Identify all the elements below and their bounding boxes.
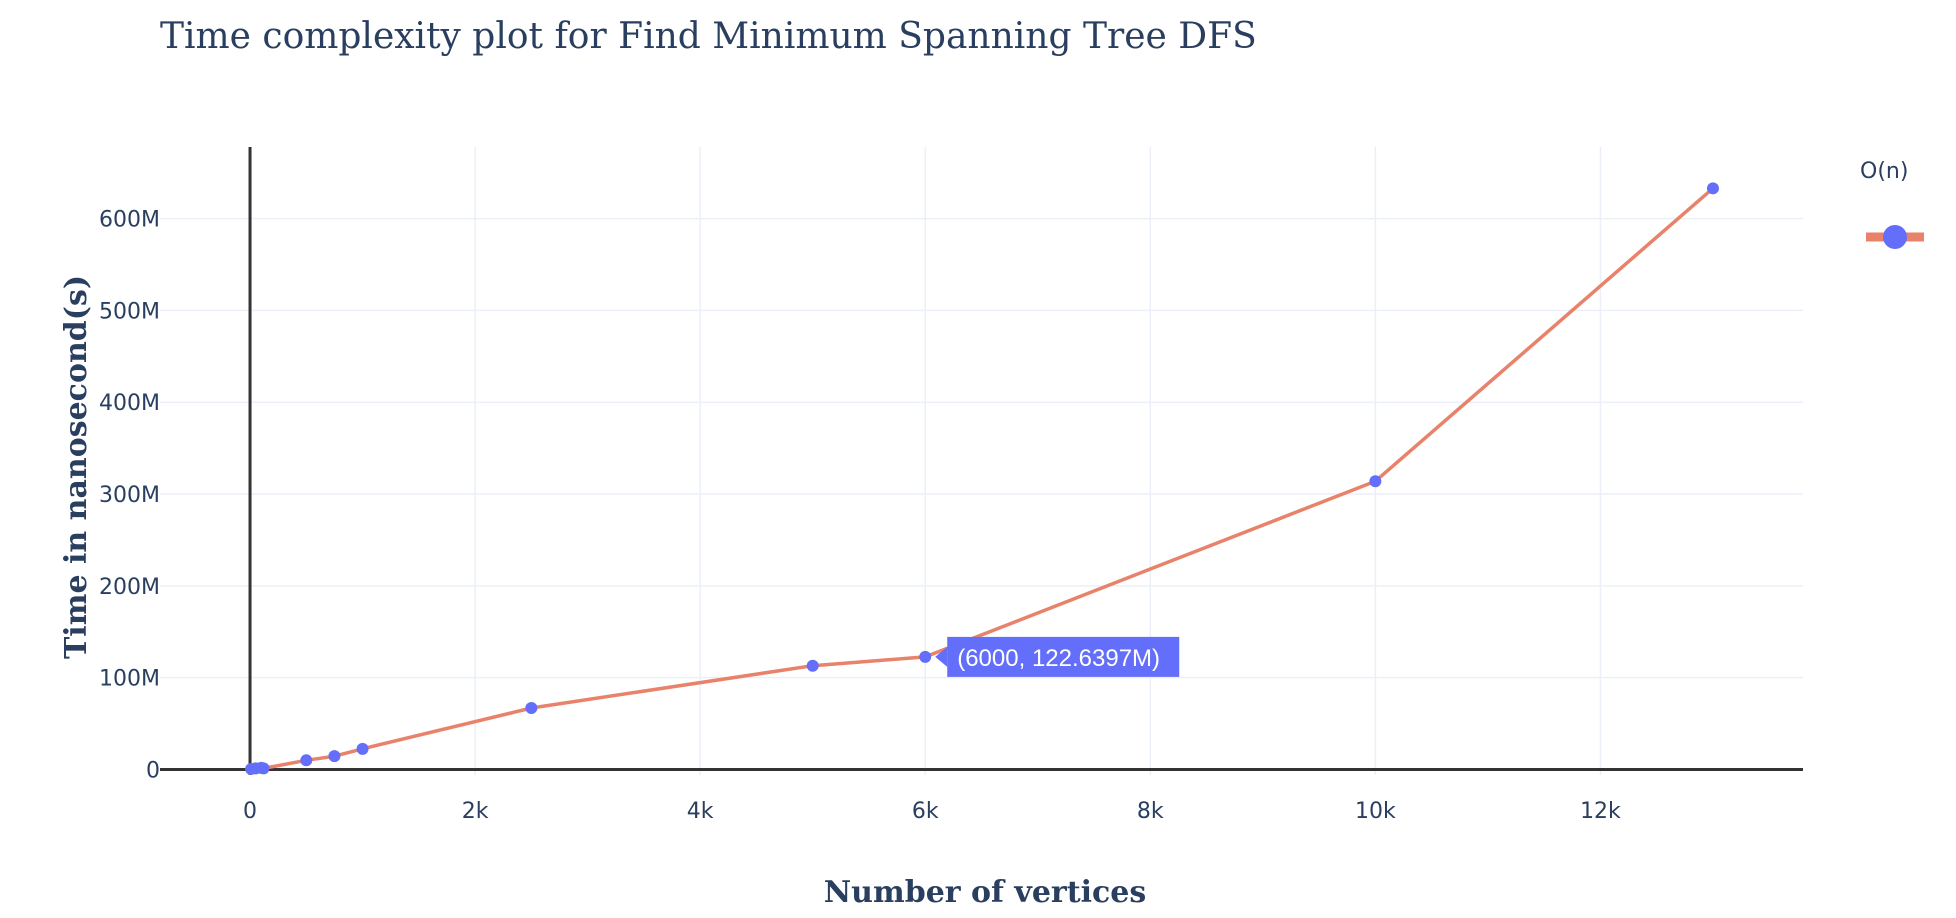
data-point[interactable] [1706, 182, 1719, 195]
y-tick-label: 0 [146, 758, 160, 783]
data-point[interactable] [356, 742, 369, 755]
x-tick-label: 8k [1137, 799, 1164, 824]
axes: 0 2k 4k 6k 8k 10k 12k 0 100M 200M 300M 400M 500M 600M [99, 147, 1803, 824]
data-point[interactable] [919, 650, 932, 663]
hover-label: (6000, 122.6397M) [935, 636, 1180, 677]
y-tick-label: 400M [99, 391, 160, 416]
data-point[interactable] [806, 659, 819, 672]
x-axis-title: Number of vertices [824, 875, 1146, 910]
x-tick-label: 0 [243, 799, 257, 824]
x-tick-label: 10k [1355, 799, 1396, 824]
x-tick-label: 2k [462, 799, 489, 824]
data-point[interactable] [300, 754, 313, 767]
data-point[interactable] [328, 750, 341, 763]
y-tick-label: 300M [99, 483, 160, 508]
y-tick-label: 600M [99, 208, 160, 233]
hover-pointer [935, 646, 948, 667]
chart-title: Time complexity plot for Find Minimum Sp… [160, 16, 1257, 57]
grid [160, 147, 1803, 775]
hover-text: (6000, 122.6397M) [957, 645, 1160, 672]
y-tick-label: 100M [99, 667, 160, 692]
series-line[interactable] [250, 186, 1715, 771]
x-tick-label: 4k [687, 799, 714, 824]
data-point[interactable] [1369, 475, 1382, 488]
y-tick-label: 200M [99, 575, 160, 600]
x-tick-label: 12k [1580, 799, 1621, 824]
legend[interactable]: O(n) [1860, 159, 1924, 249]
series[interactable] [245, 182, 1719, 776]
y-axis-title: Time in nanosecond(s) [59, 275, 94, 659]
legend-marker-swatch[interactable] [1883, 225, 1907, 249]
hover-box [947, 636, 1180, 677]
data-point[interactable] [525, 701, 538, 714]
data-point[interactable] [257, 762, 270, 775]
x-tick-label: 6k [912, 799, 939, 824]
y-tick-label: 500M [99, 299, 160, 324]
legend-title: O(n) [1860, 159, 1908, 184]
